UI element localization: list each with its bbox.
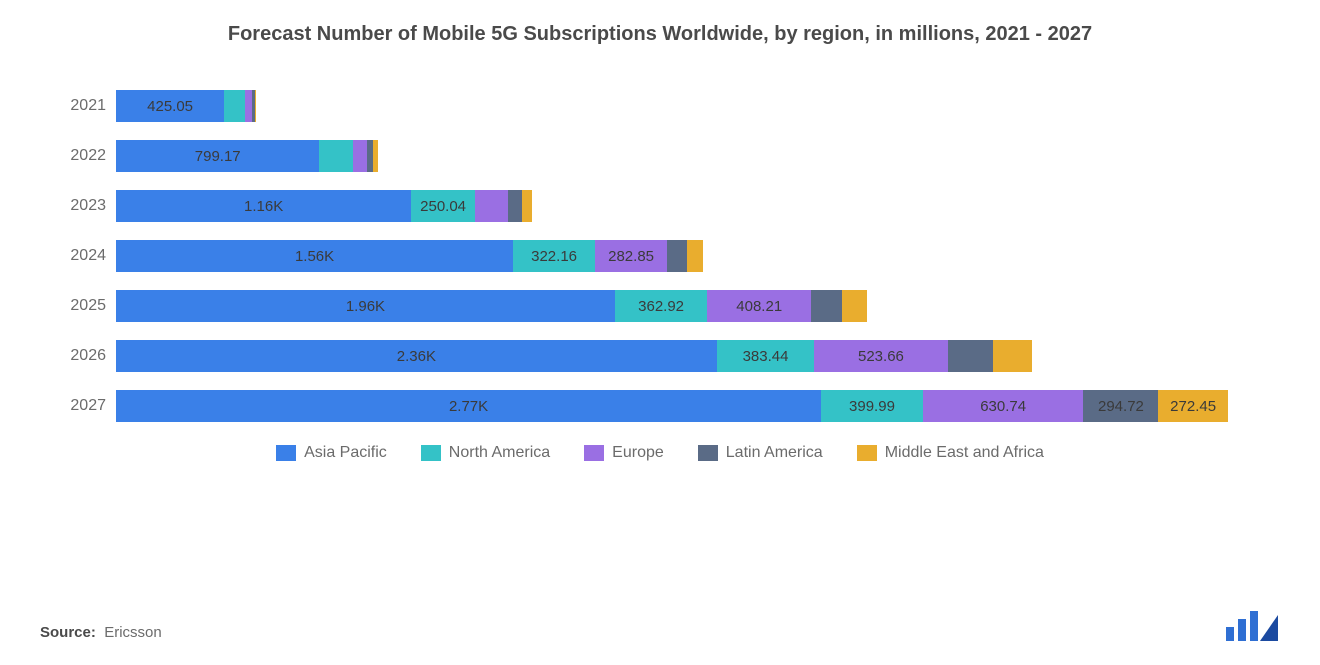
legend-item-europe: Europe <box>584 444 664 462</box>
bar-segment-mea <box>993 340 1031 372</box>
bar-segment-latin_america <box>508 190 522 222</box>
y-axis-label: 2026 <box>60 347 116 365</box>
bar-row: 2021425.05 <box>60 88 1260 124</box>
legend-label: Middle East and Africa <box>885 444 1044 462</box>
legend-label: Latin America <box>726 444 823 462</box>
bar-track: 2.36K383.44523.66 <box>116 340 1260 372</box>
chart-title: Forecast Number of Mobile 5G Subscriptio… <box>110 20 1210 48</box>
bar-segment-europe: 282.85 <box>595 240 667 272</box>
y-axis-label: 2024 <box>60 247 116 265</box>
chart-plot-area: 2021425.052022799.1720231.16K250.0420241… <box>60 88 1260 424</box>
bar-segment-europe: 408.21 <box>707 290 811 322</box>
legend-item-asia_pacific: Asia Pacific <box>276 444 387 462</box>
bar-track: 1.96K362.92408.21 <box>116 290 1260 322</box>
bar-segment-asia_pacific: 1.56K <box>116 240 513 272</box>
bar-segment-asia_pacific: 799.17 <box>116 140 319 172</box>
legend-item-mea: Middle East and Africa <box>857 444 1044 462</box>
bar-segment-asia_pacific: 2.36K <box>116 340 717 372</box>
bar-track: 425.05 <box>116 90 1260 122</box>
bar-segment-north_america: 322.16 <box>513 240 595 272</box>
bar-row: 20272.77K399.99630.74294.72272.45 <box>60 388 1260 424</box>
bar-segment-north_america <box>319 140 352 172</box>
bar-segment-latin_america: 294.72 <box>1083 390 1158 422</box>
bar-segment-latin_america <box>811 290 842 322</box>
bar-segment-mea: 272.45 <box>1158 390 1227 422</box>
bar-track: 2.77K399.99630.74294.72272.45 <box>116 390 1260 422</box>
bar-segment-north_america: 250.04 <box>411 190 475 222</box>
bar-segment-europe <box>353 140 367 172</box>
legend-swatch <box>698 445 718 461</box>
bar-segment-europe: 523.66 <box>814 340 947 372</box>
publisher-logo <box>1224 609 1280 645</box>
bar-segment-north_america: 383.44 <box>717 340 815 372</box>
y-axis-label: 2021 <box>60 97 116 115</box>
legend-swatch <box>276 445 296 461</box>
legend-label: Asia Pacific <box>304 444 387 462</box>
legend-item-latin_america: Latin America <box>698 444 823 462</box>
bar-track: 1.56K322.16282.85 <box>116 240 1260 272</box>
bar-segment-north_america: 399.99 <box>821 390 923 422</box>
bar-segment-mea <box>373 140 378 172</box>
bar-segment-latin_america <box>667 240 687 272</box>
bar-row: 20251.96K362.92408.21 <box>60 288 1260 324</box>
legend-swatch <box>421 445 441 461</box>
bar-row: 20231.16K250.04 <box>60 188 1260 224</box>
legend-swatch <box>584 445 604 461</box>
source-label: Source: <box>40 624 96 641</box>
legend-label: Europe <box>612 444 664 462</box>
bar-segment-mea <box>842 290 867 322</box>
y-axis-label: 2022 <box>60 147 116 165</box>
bar-segment-mea <box>255 90 256 122</box>
bar-segment-mea <box>522 190 532 222</box>
legend-label: North America <box>449 444 550 462</box>
bar-track: 1.16K250.04 <box>116 190 1260 222</box>
source-value: Ericsson <box>104 624 162 641</box>
bar-segment-latin_america <box>948 340 994 372</box>
legend-item-north_america: North America <box>421 444 550 462</box>
bar-segment-asia_pacific: 1.96K <box>116 290 615 322</box>
chart-legend: Asia Pacific North America Europe Latin Ame… <box>40 444 1280 462</box>
bar-segment-europe: 630.74 <box>923 390 1084 422</box>
bar-segment-asia_pacific: 1.16K <box>116 190 411 222</box>
bar-segment-asia_pacific: 2.77K <box>116 390 821 422</box>
bar-row: 20241.56K322.16282.85 <box>60 238 1260 274</box>
bar-segment-north_america: 362.92 <box>615 290 707 322</box>
bar-segment-europe <box>475 190 508 222</box>
source-attribution: Source: Ericsson <box>40 624 162 641</box>
y-axis-label: 2025 <box>60 297 116 315</box>
y-axis-label: 2023 <box>60 197 116 215</box>
bar-segment-mea <box>687 240 702 272</box>
bar-row: 20262.36K383.44523.66 <box>60 338 1260 374</box>
bar-segment-asia_pacific: 425.05 <box>116 90 224 122</box>
bar-segment-europe <box>245 90 253 122</box>
legend-swatch <box>857 445 877 461</box>
bar-track: 799.17 <box>116 140 1260 172</box>
bar-segment-north_america <box>224 90 244 122</box>
bar-row: 2022799.17 <box>60 138 1260 174</box>
y-axis-label: 2027 <box>60 397 116 415</box>
